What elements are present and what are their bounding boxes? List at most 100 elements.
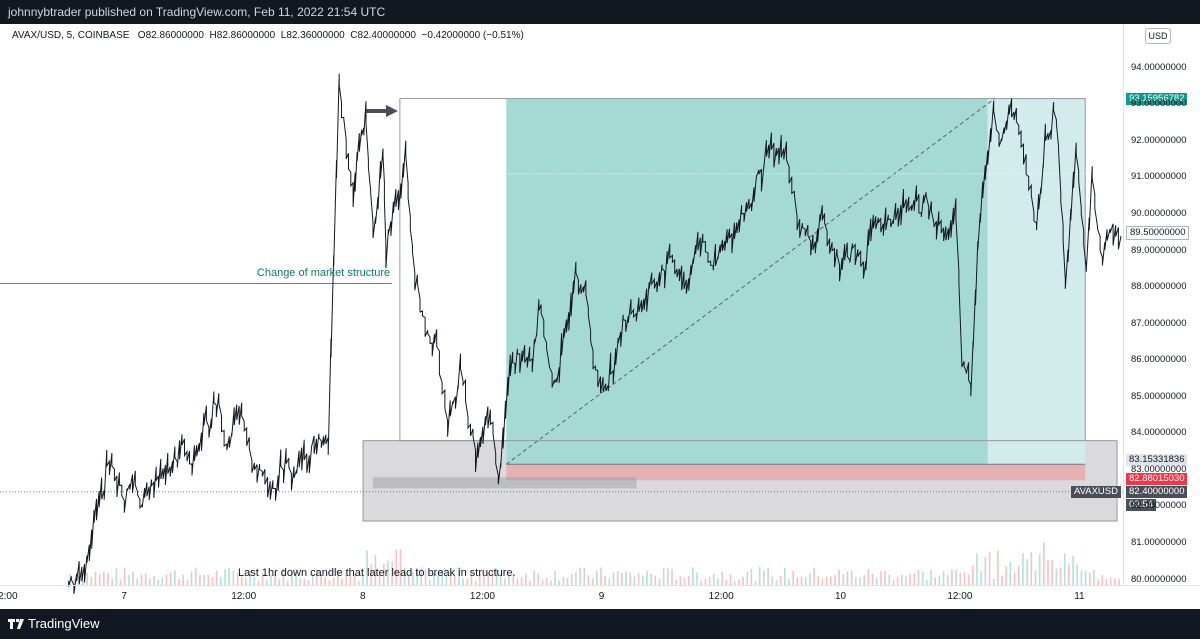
volume-bar (353, 574, 356, 585)
volume-bar (1105, 578, 1108, 585)
profit-zone (506, 98, 988, 465)
structure-annotation[interactable]: Change of market structure (256, 267, 391, 280)
volume-bar (980, 570, 982, 585)
volume-bar (809, 573, 811, 585)
volume-bar (253, 577, 256, 585)
volume-bar (174, 570, 176, 585)
target-price-label: 93.15956782 (1126, 92, 1188, 105)
volume-bar (86, 572, 88, 585)
volume-bar (905, 576, 907, 585)
volume-bar (1118, 578, 1120, 585)
volume-bar (729, 574, 732, 585)
symbol-tag: AVAXUSD (1071, 485, 1121, 498)
volume-bar (708, 576, 711, 585)
volume-bar (491, 570, 494, 585)
volume-bar (458, 567, 460, 585)
volume-bar (566, 577, 569, 585)
volume-bar (103, 571, 105, 585)
candle-annotation[interactable]: Last 1hr down candle that later lead to … (238, 567, 516, 579)
volume-bar (1097, 579, 1099, 585)
volume-bar (408, 575, 410, 585)
symbol-line[interactable]: AVAX/USD, 5, COINBASE (12, 30, 130, 41)
time-tick-label: 12:00 (708, 591, 734, 602)
volume-bar (479, 573, 481, 585)
volume-bar (274, 572, 276, 585)
volume-bar (332, 577, 335, 585)
footer-brand[interactable]: TradingView (28, 616, 100, 631)
volume-bar (976, 553, 978, 585)
volume-bar (746, 571, 749, 585)
volume-bar (754, 580, 757, 585)
volume-bar (775, 580, 778, 585)
volume-bar (107, 573, 109, 585)
chart-canvas[interactable] (0, 0, 1200, 609)
volume-bar (169, 572, 172, 585)
time-tick-label: 12:00 (469, 591, 495, 602)
volume-bar (1034, 570, 1037, 585)
volume-bar (558, 580, 561, 585)
volume-bar (424, 569, 427, 585)
low-value: 82.36000000 (286, 30, 345, 41)
volume-bar (959, 572, 962, 585)
volume-bar (562, 577, 565, 585)
volume-bar (583, 567, 586, 585)
publish-line: johnnybtrader published on TradingView.c… (8, 5, 386, 19)
volume-bar (1005, 566, 1008, 585)
volume-bar (892, 580, 895, 585)
time-tick-label: 12:00 (231, 591, 257, 602)
currency-button[interactable]: USD (1145, 28, 1171, 44)
volume-bar (495, 568, 498, 585)
volume-bar (550, 580, 552, 585)
volume-bar (654, 575, 657, 585)
volume-bar (930, 569, 932, 585)
volume-bar (1013, 572, 1016, 585)
volume-bar (884, 570, 886, 585)
volume-bar (625, 571, 627, 585)
volume-bar (579, 567, 581, 585)
volume-bar (633, 576, 636, 585)
volume-bar (692, 567, 694, 585)
volume-bar (299, 577, 302, 585)
price-tick-label: 90.00000000 (1131, 208, 1187, 220)
volume-bar (370, 564, 373, 585)
volume-bar (1009, 561, 1012, 585)
volume-bar (236, 573, 239, 585)
volume-bar (537, 573, 540, 585)
volume-bar (412, 571, 414, 585)
tradingview-logo-icon[interactable] (8, 617, 24, 631)
price-tick-label: 89.00000000 (1131, 244, 1187, 256)
volume-bar (758, 567, 761, 585)
price-tick-label: 86.00000000 (1131, 354, 1187, 366)
volume-bar (1072, 555, 1074, 585)
volume-bar (863, 574, 865, 585)
volume-bar (604, 576, 606, 585)
volume-bar (1043, 542, 1045, 585)
volume-bar (733, 580, 736, 585)
volume-bar (245, 577, 247, 585)
price-tick-label: 81.00000000 (1131, 536, 1187, 548)
volume-bar (232, 570, 235, 585)
high-label: H (209, 30, 217, 41)
volume-bar (240, 576, 243, 585)
volume-bar (374, 555, 377, 585)
volume-bar (850, 570, 853, 585)
high-value: 82.86000000 (216, 30, 276, 41)
volume-bar (671, 568, 673, 585)
change-value: −0.42000000 (−0.51%) (421, 30, 524, 41)
volume-bar (934, 577, 937, 585)
volume-bar (1022, 553, 1024, 585)
volume-bar (821, 578, 824, 585)
volume-bar (504, 578, 506, 585)
price-tick-label: 85.00000000 (1131, 390, 1187, 402)
volume-bar (261, 572, 264, 585)
volume-bar (867, 568, 870, 585)
volume-bar (462, 578, 464, 585)
volume-bar (249, 571, 251, 585)
price-tick-label: 92.00000000 (1131, 134, 1187, 146)
volume-bar (441, 570, 444, 585)
volume-bar (320, 574, 322, 585)
volume-bar (1047, 559, 1049, 585)
volume-bar (963, 572, 966, 585)
volume-bar (403, 567, 406, 585)
volume-bar (742, 576, 744, 585)
